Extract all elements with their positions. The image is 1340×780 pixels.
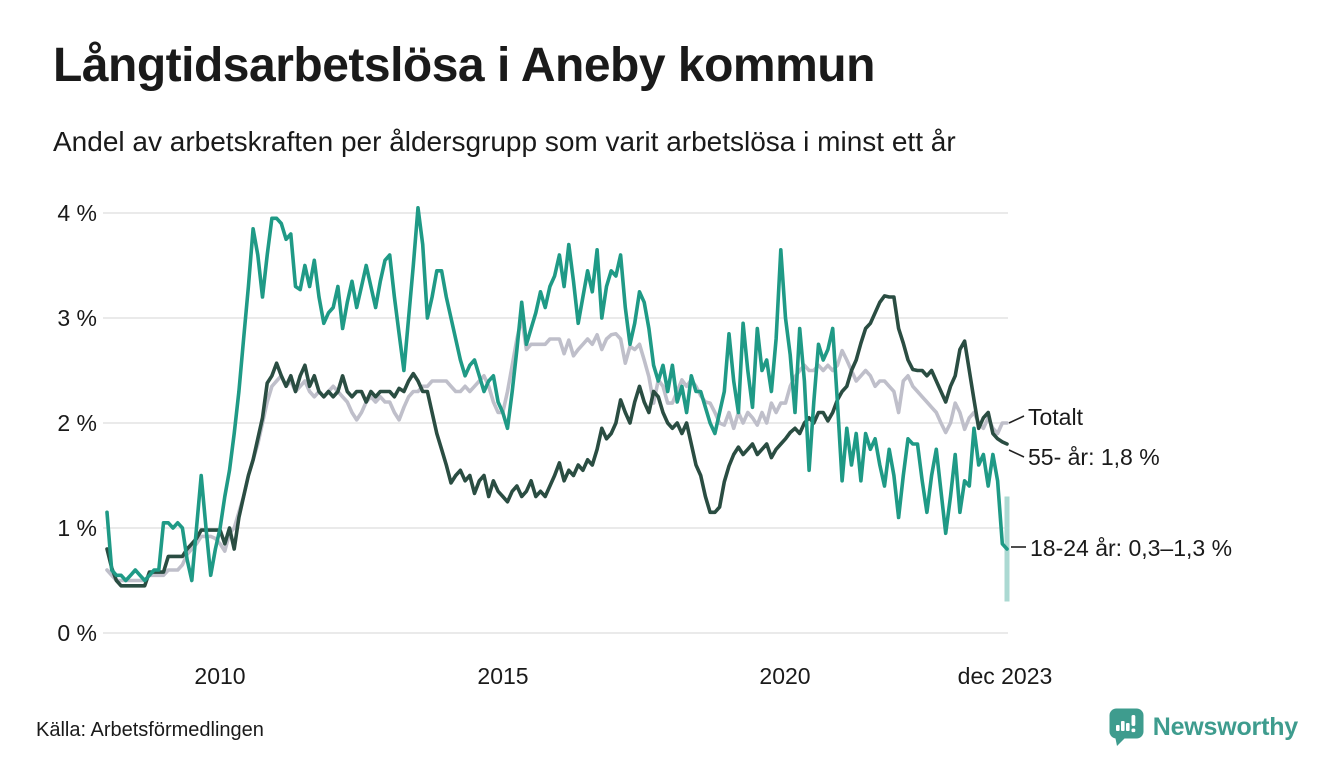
newsworthy-wordmark: Newsworthy — [1152, 713, 1298, 741]
y-tick-1: 1 % — [57, 515, 97, 541]
series-label-totalt: Totalt — [1028, 404, 1083, 430]
series-label-18-24: 18-24 år: 0,3–1,3 % — [1030, 535, 1233, 561]
series-label-55: 55- år: 1,8 % — [1028, 444, 1160, 470]
newsworthy-logo[interactable]: Newsworthy — [1109, 708, 1298, 747]
page-title: Långtidsarbetslösa i Aneby kommun — [53, 39, 875, 92]
page-subtitle: Andel av arbetskraften per åldersgrupp s… — [53, 126, 956, 157]
x-tick-2015: 2015 — [477, 663, 529, 689]
leader-line-1 — [1008, 449, 1025, 458]
newsworthy-icon — [1109, 708, 1144, 746]
series-line-18-24 år — [105, 206, 1009, 583]
series-line-55- år — [105, 294, 1009, 588]
leader-line-0 — [1008, 415, 1025, 424]
y-tick-3: 3 % — [57, 305, 97, 331]
x-tick-dec-2023: dec 2023 — [957, 663, 1053, 689]
y-tick-2: 2 % — [57, 410, 97, 436]
source-note: Källa: Arbetsförmedlingen — [36, 719, 264, 741]
x-tick-2010: 2010 — [194, 663, 246, 689]
y-tick-4: 4 % — [57, 200, 97, 226]
y-tick-0: 0 % — [57, 620, 97, 646]
x-tick-2020: 2020 — [759, 663, 811, 689]
